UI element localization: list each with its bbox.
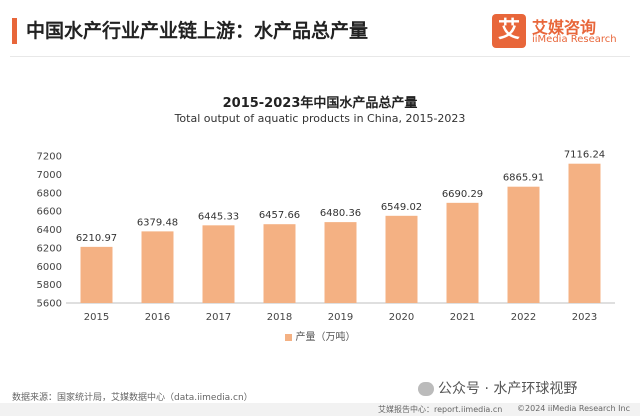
data-label: 6445.33 bbox=[198, 211, 239, 222]
data-label: 6480.36 bbox=[320, 208, 361, 219]
bar bbox=[385, 215, 418, 303]
header-divider bbox=[10, 56, 630, 57]
x-tick-label: 2021 bbox=[450, 312, 475, 323]
title-accent-bar bbox=[12, 18, 17, 44]
brand-logo: 艾 艾媒咨询 iiMedia Research bbox=[492, 12, 630, 52]
x-tick-label: 2020 bbox=[389, 312, 414, 323]
data-source: 数据来源：国家统计局，艾媒数据中心（data.iimedia.cn） bbox=[12, 393, 253, 403]
bar bbox=[446, 202, 479, 303]
legend: 产量（万吨） bbox=[0, 328, 640, 343]
y-tick-label: 6000 bbox=[37, 262, 62, 273]
wechat-icon bbox=[418, 382, 434, 396]
bar bbox=[324, 222, 357, 303]
y-tick-label: 5600 bbox=[37, 299, 62, 310]
data-label: 7116.24 bbox=[564, 150, 605, 161]
brand-name-cn: 艾媒咨询 bbox=[532, 18, 597, 37]
x-tick-label: 2015 bbox=[84, 312, 109, 323]
data-label: 6865.91 bbox=[503, 173, 544, 184]
header: 中国水产行业产业链上游：水产品总产量 艾 艾媒咨询 iiMedia Resear… bbox=[0, 0, 640, 58]
y-tick-label: 6600 bbox=[37, 207, 62, 218]
bar bbox=[202, 225, 235, 303]
bar bbox=[263, 224, 296, 303]
data-label: 6379.48 bbox=[137, 217, 178, 228]
footer-copyright: ©2024 iiMedia Research Inc bbox=[517, 404, 630, 413]
x-tick-label: 2022 bbox=[511, 312, 536, 323]
x-tick-label: 2023 bbox=[572, 312, 597, 323]
data-label: 6549.02 bbox=[381, 202, 422, 213]
y-tick-label: 7000 bbox=[37, 170, 62, 181]
chart-title: 2015-2023年中国水产品总产量 bbox=[222, 96, 418, 111]
x-tick-label: 2019 bbox=[328, 312, 353, 323]
bar bbox=[141, 231, 174, 303]
x-tick-label: 2017 bbox=[206, 312, 231, 323]
x-tick-label: 2016 bbox=[145, 312, 170, 323]
bar bbox=[80, 246, 113, 303]
x-tick-label: 2018 bbox=[267, 312, 292, 323]
y-tick-label: 7200 bbox=[37, 152, 62, 163]
y-tick-label: 6200 bbox=[37, 243, 62, 254]
chart-subtitle: Total output of aquatic products in Chin… bbox=[174, 112, 466, 125]
y-tick-label: 6800 bbox=[37, 188, 62, 199]
bar bbox=[507, 186, 540, 303]
brand-name-en: iiMedia Research bbox=[532, 34, 617, 45]
footer-bar bbox=[0, 403, 640, 416]
data-label: 6457.66 bbox=[259, 210, 300, 221]
watermark-text: 公众号 · 水产环球视野 bbox=[438, 381, 578, 397]
y-tick-label: 5800 bbox=[37, 280, 62, 291]
legend-swatch bbox=[284, 333, 292, 341]
legend-label: 产量（万吨） bbox=[295, 332, 356, 343]
watermark: 公众号 · 水产环球视野 bbox=[418, 378, 577, 398]
data-label: 6210.97 bbox=[76, 233, 117, 244]
data-label: 6690.29 bbox=[442, 189, 483, 200]
page-title: 中国水产行业产业链上游：水产品总产量 bbox=[26, 20, 369, 42]
y-tick-label: 6400 bbox=[37, 225, 62, 236]
footer-report-link: 艾媒报告中心：report.iimedia.cn bbox=[378, 405, 503, 414]
bar bbox=[568, 163, 601, 303]
brand-logo-icon: 艾 bbox=[492, 14, 526, 48]
